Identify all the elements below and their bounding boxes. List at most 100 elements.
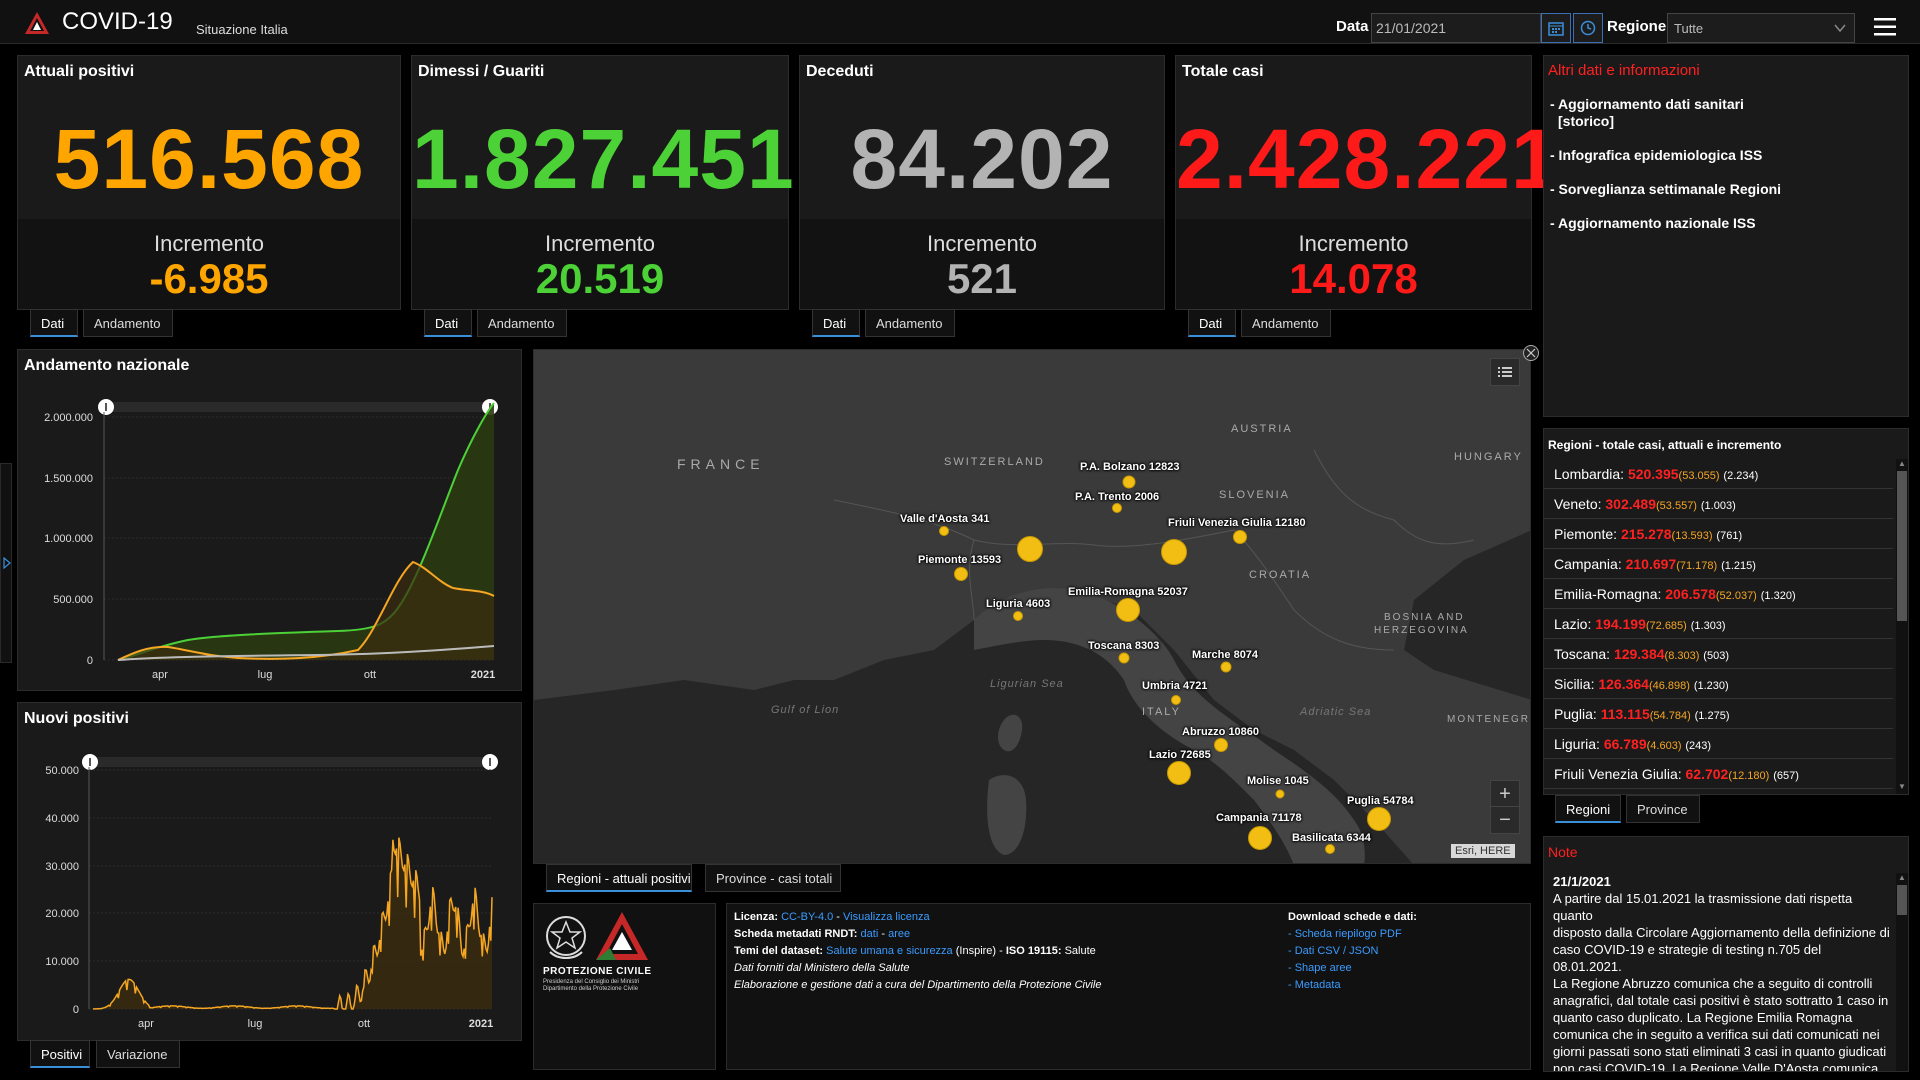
map-view[interactable]: FRANCE SWITZERLAND AUSTRIA HUNGARY SLOVE…	[533, 349, 1531, 864]
download-shape-link[interactable]: - Shape aree	[1288, 962, 1352, 974]
tab-regioni[interactable]: Regioni	[1555, 795, 1621, 823]
bubble-umbria[interactable]	[1171, 695, 1181, 705]
bubble-lombardia[interactable]	[1017, 536, 1043, 562]
country-label: ITALY	[1142, 706, 1181, 718]
region-row[interactable]: Emilia-Romagna: 206.578(52.037) (1.320)	[1544, 579, 1893, 609]
date-input[interactable]: 21/01/2021	[1371, 13, 1541, 43]
note-line: A partire dal 15.01.2021 la trasmissione…	[1553, 891, 1853, 923]
info-link-aggiornamento[interactable]: - Aggiornamento dati sanitari	[1550, 96, 1744, 112]
tab-dati[interactable]: Dati	[812, 309, 860, 337]
tab-andamento[interactable]: Andamento	[83, 309, 173, 337]
legend-button[interactable]	[1490, 358, 1520, 386]
card-dimessi-guariti: Dimessi / Guariti 1.827.451 Incremento 2…	[411, 55, 794, 310]
x-tick: ott	[364, 669, 376, 681]
license-value-link[interactable]: CC-BY-4.0	[781, 911, 834, 923]
region-row[interactable]: Lombardia: 520.395(53.055) (2.234)	[1544, 459, 1893, 489]
info-link-iss[interactable]: - Aggiornamento nazionale ISS	[1550, 215, 1756, 231]
tab-province[interactable]: Province	[1626, 795, 1700, 823]
map-label: Toscana 8303	[1088, 640, 1160, 652]
zoom-out-button[interactable]: −	[1499, 809, 1511, 831]
bubble-campania[interactable]	[1248, 826, 1272, 850]
bubble-puglia[interactable]	[1367, 807, 1391, 831]
tab-dati[interactable]: Dati	[30, 309, 78, 337]
tab-regioni-attuali-positivi[interactable]: Regioni - attuali positivi	[546, 864, 692, 892]
region-row[interactable]: Liguria: 66.789(4.603) (243)	[1544, 729, 1893, 759]
hamburger-menu-icon[interactable]	[1870, 14, 1900, 40]
temi-link[interactable]: Salute umana e sicurezza	[826, 945, 953, 957]
download-metadata-link[interactable]: - Metadata	[1288, 979, 1341, 991]
tab-province-casi-totali[interactable]: Province - casi totali	[705, 864, 841, 892]
info-title: Altri dati e informazioni	[1548, 62, 1700, 79]
tab-positivi[interactable]: Positivi	[30, 1040, 90, 1068]
region-select[interactable]: Tutte	[1667, 13, 1855, 43]
region-row[interactable]: Sicilia: 126.364(46.898) (1.230)	[1544, 669, 1893, 699]
bubble-valle-daosta[interactable]	[939, 526, 949, 536]
bubble-liguria[interactable]	[1013, 611, 1023, 621]
region-active: (52.037)	[1715, 590, 1757, 602]
nuovi-positivi-panel: Nuovi positivi 50.000 40.000 30.000 20.0…	[17, 702, 522, 1041]
region-row[interactable]: Friuli Venezia Giulia: 62.702(12.180) (6…	[1544, 759, 1893, 789]
tab-andamento[interactable]: Andamento	[865, 309, 955, 337]
region-row[interactable]: Toscana: 129.384(8.303) (503)	[1544, 639, 1893, 669]
scrollbar[interactable]: ▲	[1896, 873, 1908, 1071]
card-title: Dimessi / Guariti	[418, 63, 545, 80]
region-total: 126.364	[1598, 676, 1649, 692]
tab-dati[interactable]: Dati	[1188, 309, 1236, 337]
series-nuovi-positivi-line	[92, 837, 493, 1010]
bubble-lazio[interactable]	[1167, 761, 1191, 785]
region-row[interactable]: Lazio: 194.199(72.685) (1.303)	[1544, 609, 1893, 639]
zoom-in-button[interactable]: +	[1491, 781, 1519, 807]
bubble-veneto[interactable]	[1161, 539, 1187, 565]
region-row[interactable]: Piemonte: 215.278(13.593) (761)	[1544, 519, 1893, 549]
region-row[interactable]: Puglia: 113.115(54.784) (1.275)	[1544, 699, 1893, 729]
metadata-aree-link[interactable]: aree	[888, 928, 911, 940]
bubble-molise[interactable]	[1275, 789, 1285, 799]
separator: -	[833, 911, 844, 923]
tab-andamento[interactable]: Andamento	[1241, 309, 1331, 337]
info-link-sorveglianza[interactable]: - Sorveglianza settimanale Regioni	[1550, 181, 1782, 197]
region-active: (13.593)	[1671, 530, 1713, 542]
download-pdf-link[interactable]: - Scheda riepilogo PDF	[1288, 928, 1402, 940]
expand-icon[interactable]	[1522, 344, 1540, 362]
top-bar: COVID-19 Situazione Italia Data 21/01/20…	[0, 0, 1920, 44]
region-increment: (1.303)	[1690, 620, 1726, 632]
license-panel: Licenza: CC-BY-4.0 - Visualizza licenza …	[726, 903, 1531, 1070]
country-label: CROATIA	[1249, 569, 1312, 581]
download-csv-link[interactable]: - Dati CSV / JSON	[1288, 945, 1379, 957]
bubble-marche[interactable]	[1220, 661, 1232, 673]
bubble-toscana[interactable]	[1118, 652, 1130, 664]
calendar-button[interactable]	[1541, 13, 1571, 43]
region-row[interactable]: Campania: 210.697(71.178) (1.215)	[1544, 549, 1893, 579]
scrollbar-thumb[interactable]	[1897, 471, 1907, 621]
scrollbar[interactable]: ▲ ▼	[1896, 459, 1908, 794]
series-deceduti-line	[117, 645, 495, 661]
card-increment-area: Incremento 20.519	[412, 219, 788, 309]
region-row[interactable]: Veneto: 302.489(53.557) (1.003)	[1544, 489, 1893, 519]
clock-button[interactable]	[1573, 13, 1603, 43]
region-total: 194.199	[1595, 616, 1646, 632]
scrollbar-thumb[interactable]	[1897, 885, 1907, 915]
bubble-piemonte[interactable]	[954, 567, 968, 581]
bubble-abruzzo[interactable]	[1214, 738, 1228, 752]
bubble-friuli[interactable]	[1233, 530, 1247, 544]
region-name: Toscana:	[1554, 646, 1611, 662]
tab-dati[interactable]: Dati	[424, 309, 472, 337]
bubble-emilia-romagna[interactable]	[1116, 598, 1140, 622]
bubble-basilicata[interactable]	[1325, 844, 1335, 854]
view-license-link[interactable]: Visualizza licenza	[843, 911, 930, 923]
card-increment-value: -6.985	[149, 255, 269, 302]
card-increment-area: Incremento 521	[800, 219, 1164, 309]
x-tick: apr	[152, 669, 168, 681]
metadata-dati-link[interactable]: dati	[860, 928, 879, 940]
info-link-infografica[interactable]: - Infografica epidemiologica ISS	[1550, 147, 1763, 163]
bubble-bolzano[interactable]	[1122, 475, 1136, 489]
card-increment-label: Incremento	[926, 231, 1038, 256]
region-active: (72.685)	[1645, 620, 1687, 632]
tab-andamento[interactable]: Andamento	[477, 309, 567, 337]
region-active: (12.180)	[1728, 770, 1770, 782]
info-link-storico[interactable]: [storico]	[1558, 113, 1614, 129]
tab-variazione[interactable]: Variazione	[96, 1040, 180, 1068]
side-panel-handle[interactable]	[0, 463, 12, 663]
card-attuali-positivi: Attuali positivi 516.568 Incremento -6.9…	[17, 55, 401, 310]
bubble-trento[interactable]	[1112, 503, 1122, 513]
